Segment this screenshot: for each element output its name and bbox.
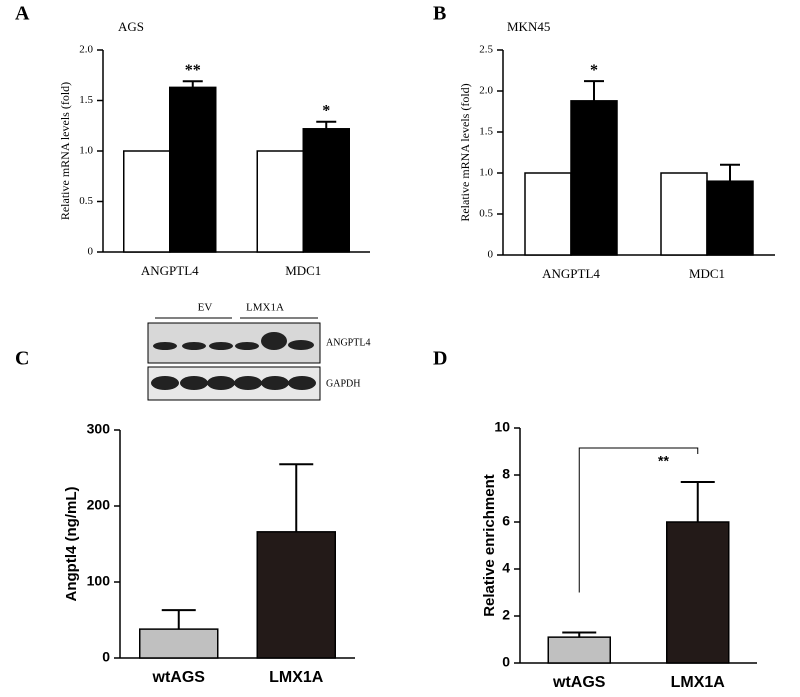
y-tick-label: 2.0 <box>79 44 93 56</box>
blot-row: GAPDH <box>326 378 360 389</box>
bar <box>169 86 217 253</box>
y-tick-label: 2.0 <box>479 85 493 97</box>
significance: ** <box>658 453 669 469</box>
panel-letter: B <box>433 3 446 25</box>
bar <box>256 531 336 659</box>
bands <box>151 332 316 390</box>
significance-bracket <box>578 447 699 593</box>
y-axis-label: Relative mRNA levels (fold) <box>458 83 472 221</box>
y-tick-label: 2 <box>502 607 510 623</box>
y-tick-label: 1.5 <box>479 126 493 138</box>
chart-title: MKN45 <box>507 19 550 34</box>
chart-panel: C Angptl4 (ng/mL) 0 100 200 300 wtAGS LMX1A <box>15 348 355 686</box>
chart-title: AGS <box>118 19 144 34</box>
bar <box>256 150 304 253</box>
blot-group: EV <box>198 302 213 314</box>
western-blot: EV LMX1A ANGPTL4 GAPDH <box>147 302 370 401</box>
blot-group: LMX1A <box>246 302 284 314</box>
x-tick-label: wtAGS <box>152 669 206 686</box>
y-tick-label: 8 <box>502 466 510 482</box>
chart-panel: A AGS Relative mRNA levels (fold) 0 0.5 1.0 1.… <box>15 3 370 278</box>
bar <box>666 521 730 664</box>
significance: * <box>590 62 598 79</box>
y-tick-label: 0.5 <box>479 208 493 220</box>
y-tick-label: 2.5 <box>479 44 493 56</box>
x-tick-label: LMX1A <box>671 674 726 691</box>
y-tick-label: 6 <box>502 513 510 529</box>
chart-panel: B MKN45 Relative mRNA levels (fold) 0 0.5 1.0… <box>433 3 775 281</box>
x-tick-label: LMX1A <box>269 669 324 686</box>
panel-letter: A <box>15 3 30 25</box>
y-tick-label: 0 <box>502 654 510 670</box>
y-tick-label: 100 <box>87 573 111 589</box>
y-tick-label: 1.0 <box>79 145 93 157</box>
panel-letter: D <box>433 348 447 370</box>
y-tick-label: 200 <box>87 497 111 513</box>
blot-row: ANGPTL4 <box>326 337 370 348</box>
y-tick-label: 0 <box>88 246 94 258</box>
bar <box>706 180 754 256</box>
x-tick-label: wtAGS <box>552 674 606 691</box>
x-tick-label: MDC1 <box>689 266 725 281</box>
x-tick-label: ANGPTL4 <box>542 266 600 281</box>
y-tick-label: 4 <box>502 560 510 576</box>
significance: * <box>322 102 330 119</box>
significance: ** <box>185 62 201 79</box>
chart-panel: D Relative enrichment 0 2 4 6 8 10 wtAGS LMX1A ** <box>433 348 757 691</box>
y-tick-label: 0 <box>102 649 110 665</box>
x-tick-label: MDC1 <box>285 263 321 278</box>
bar <box>660 172 708 256</box>
bar <box>547 636 611 664</box>
x-tick-label: ANGPTL4 <box>141 263 199 278</box>
bar <box>524 172 572 256</box>
y-tick-label: 300 <box>87 421 111 437</box>
y-tick-label: 1.5 <box>79 94 93 106</box>
bar <box>570 100 618 256</box>
bar <box>302 128 350 253</box>
y-axis-label: Relative mRNA levels (fold) <box>58 82 72 220</box>
y-axis-label: Angptl4 (ng/mL) <box>63 487 80 602</box>
bar <box>123 150 171 253</box>
y-tick-label: 0.5 <box>79 195 93 207</box>
y-tick-label: 1.0 <box>479 167 493 179</box>
y-axis-label: Relative enrichment <box>481 474 498 617</box>
y-tick-label: 10 <box>494 419 510 435</box>
y-tick-label: 0 <box>488 249 494 261</box>
panel-letter: C <box>15 348 29 370</box>
bar <box>139 628 219 659</box>
